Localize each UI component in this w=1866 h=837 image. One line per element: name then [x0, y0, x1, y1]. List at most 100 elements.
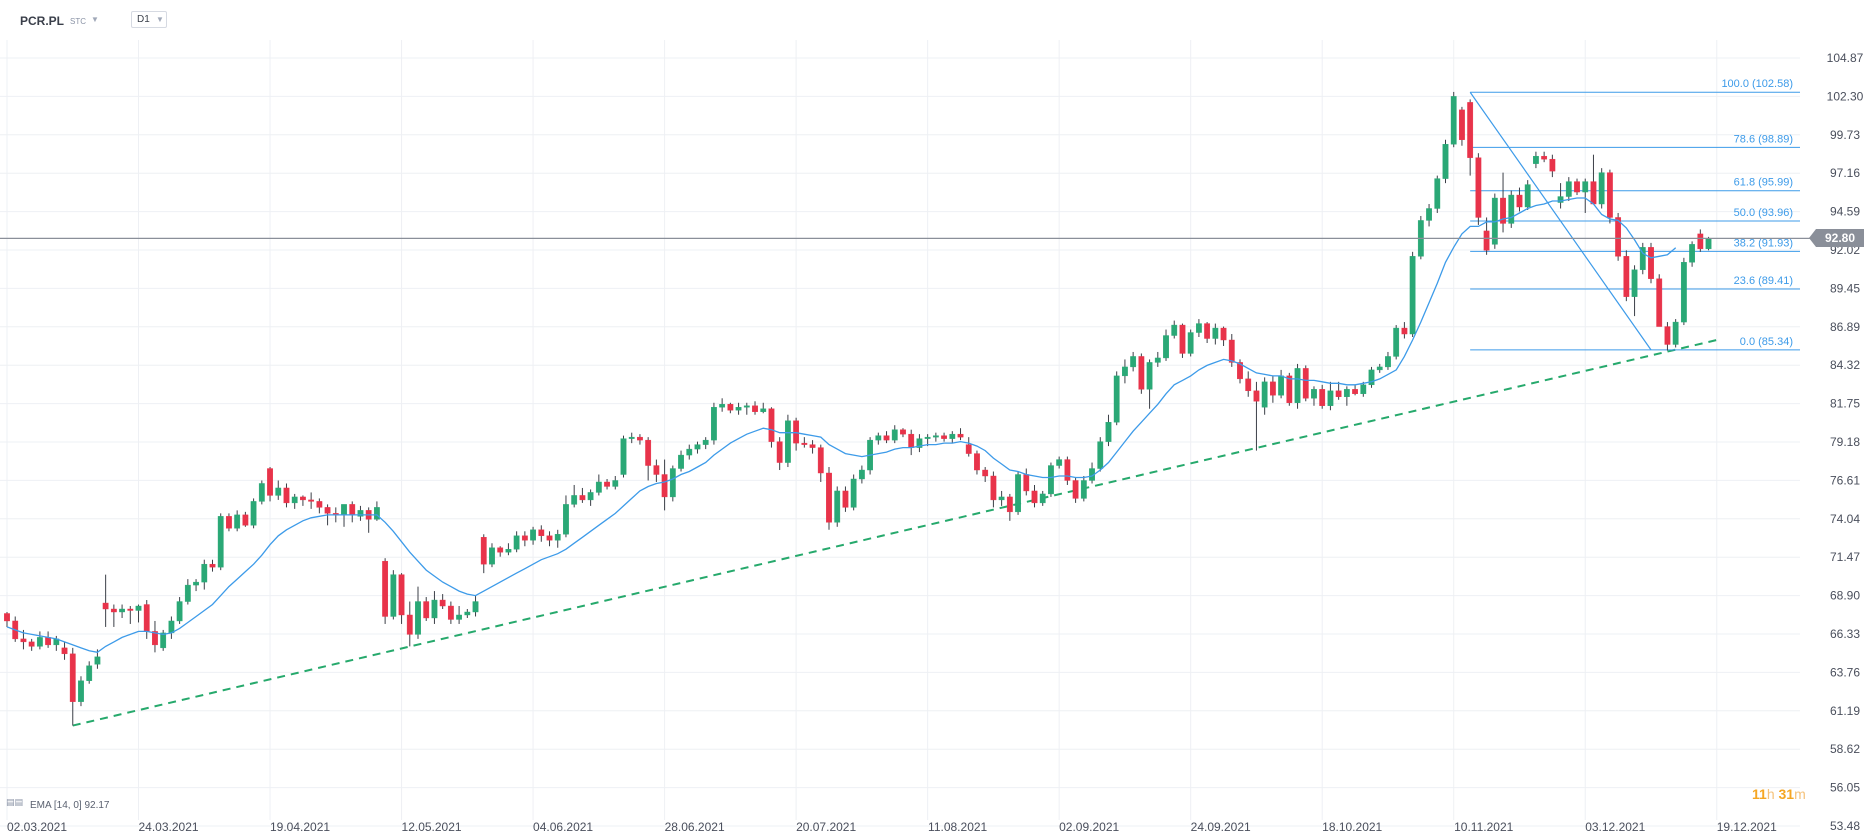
candle-body: [447, 605, 454, 620]
candle-body: [1138, 356, 1145, 390]
candle-down: [941, 432, 947, 442]
candle-body: [390, 574, 397, 617]
candle-down: [1064, 456, 1071, 485]
candle-down: [1006, 493, 1013, 521]
candle-down: [1204, 322, 1211, 343]
candle-down: [1179, 323, 1186, 358]
candle-body: [686, 448, 693, 456]
candle-up: [554, 529, 561, 548]
candle-up: [234, 510, 241, 532]
candle-down: [883, 431, 890, 444]
candle-body: [809, 444, 816, 448]
candle-up: [1557, 183, 1564, 209]
candle-up: [1122, 359, 1128, 384]
candle-body: [1311, 389, 1317, 399]
candle-down: [1656, 274, 1663, 327]
candle-body: [817, 447, 824, 474]
trendline-segment: [72, 339, 1717, 727]
candle-body: [1705, 238, 1712, 250]
candle-body: [637, 436, 643, 441]
candle-body: [1376, 366, 1383, 371]
candle-down: [637, 434, 643, 445]
candle-body: [357, 510, 364, 517]
candle-up: [275, 480, 282, 500]
candle-down: [521, 531, 528, 547]
x-tick-label: 02.09.2021: [1059, 820, 1119, 834]
candle-up: [291, 493, 298, 509]
candle-up: [1171, 320, 1178, 339]
candle-up: [1639, 242, 1646, 275]
candle-body: [316, 501, 323, 508]
candle-body: [45, 637, 52, 646]
candle-body: [776, 441, 783, 463]
candle-down: [990, 471, 997, 508]
candle-body: [4, 613, 10, 622]
y-tick-label: 94.59: [1830, 205, 1860, 219]
fib-level-label: 61.8 (95.99): [1734, 177, 1793, 189]
fib-level-label: 50.0 (93.96): [1734, 207, 1793, 219]
candle-body: [858, 469, 865, 480]
candle-down: [1138, 353, 1145, 394]
candle-body: [1508, 194, 1515, 224]
candle-body: [1549, 158, 1556, 172]
candle-body: [250, 501, 257, 526]
candle-up: [176, 597, 183, 624]
candle-body: [1426, 208, 1432, 221]
candle-body: [513, 535, 520, 550]
candle-body: [291, 496, 298, 504]
candle-body: [1187, 332, 1194, 354]
exchange-label[interactable]: STC: [70, 17, 86, 26]
candle-body: [1459, 109, 1465, 140]
candle-up: [785, 414, 791, 468]
candle-body: [768, 408, 775, 442]
candle-down: [152, 620, 158, 653]
ema-polyline: [6, 197, 1677, 653]
candle-down: [497, 546, 504, 557]
candle-up: [341, 504, 347, 527]
indicator-visibility-icon[interactable]: ▤▤: [6, 797, 24, 807]
candle-body: [628, 436, 635, 439]
candle-up: [1278, 369, 1285, 399]
candle-body: [1631, 269, 1638, 297]
candle-up: [1294, 363, 1301, 409]
y-tick-label: 79.18: [1830, 435, 1860, 449]
candle-body: [785, 420, 791, 463]
candle-body: [678, 454, 684, 469]
candle-body: [480, 537, 487, 565]
candle-body: [604, 481, 610, 487]
candle-body: [1237, 362, 1243, 380]
candle-down: [957, 428, 964, 441]
candle-down: [226, 513, 232, 532]
candle-body: [801, 442, 808, 445]
candle-down: [1623, 250, 1630, 302]
candle-body: [1590, 181, 1597, 205]
candle-up: [1631, 265, 1638, 317]
current-price-value: 92.80: [1825, 231, 1856, 246]
candle-down: [1031, 484, 1038, 508]
candle-up: [472, 595, 479, 617]
candle-body: [521, 535, 528, 541]
candle-body: [1039, 493, 1046, 504]
candle-down: [604, 478, 610, 490]
candle-down: [127, 606, 134, 624]
candle-up: [1442, 139, 1449, 184]
candle-down: [480, 534, 487, 574]
fib-level-label: 78.6 (98.89): [1734, 133, 1793, 145]
candle-body: [719, 404, 726, 408]
candle-body: [595, 481, 602, 493]
candle-down: [1574, 178, 1580, 196]
symbol-label[interactable]: PCR.PL: [20, 14, 65, 28]
interval-select[interactable]: D1 ▼: [131, 11, 167, 28]
candle-body: [1006, 496, 1013, 513]
candle-up: [719, 398, 726, 412]
exchange-chevron-down-icon[interactable]: ▼: [91, 15, 99, 24]
candle-body: [1368, 369, 1375, 386]
candle-up: [217, 513, 224, 571]
candle-up: [612, 475, 619, 490]
countdown-minutes-unit: m: [1794, 786, 1806, 802]
candle-up: [168, 616, 175, 639]
candle-down: [1401, 322, 1408, 339]
candle-body: [275, 487, 282, 496]
candle-body: [760, 408, 767, 412]
